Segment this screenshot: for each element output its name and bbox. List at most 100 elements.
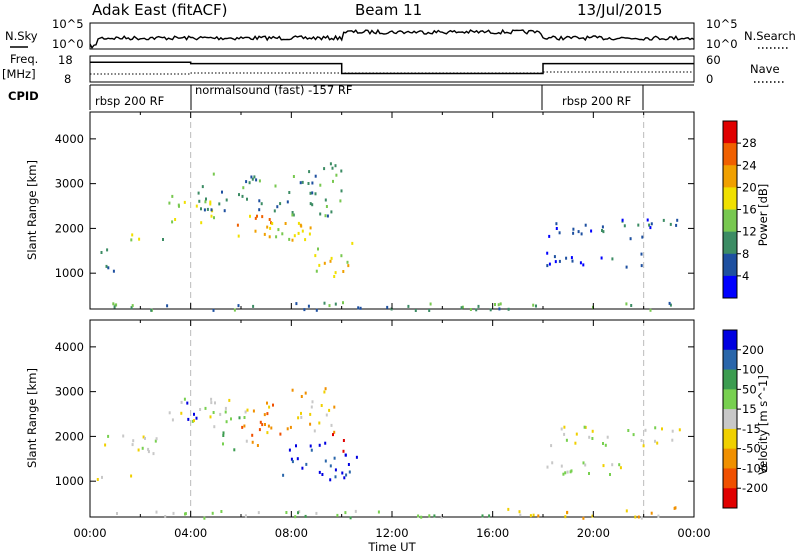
range-gate-cell (251, 433, 254, 437)
range-gate-cell (602, 442, 604, 445)
nsky-trace (89, 28, 695, 49)
range-gate-cell (230, 417, 232, 421)
range-gate-cell (245, 180, 248, 184)
range-gate-cell (334, 475, 337, 479)
range-gate-cell (588, 435, 591, 439)
range-gate-cell (640, 252, 643, 256)
range-gate-cell (268, 218, 271, 221)
range-gate-cell (606, 435, 609, 439)
range-gate-cell (414, 309, 417, 312)
range-gate-cell (256, 444, 259, 447)
range-gate-cell (261, 215, 264, 219)
freq-panel-frame (89, 55, 695, 83)
range-gate-cell (300, 395, 303, 398)
xtick-label: 20:00 (577, 526, 610, 540)
range-gate-cell (273, 209, 276, 213)
range-gate-cell (563, 425, 566, 429)
range-gate-cell (332, 179, 334, 183)
range-gate-cell (172, 511, 175, 515)
noise-panel-frame (89, 22, 695, 50)
range-gate-cell (213, 425, 216, 429)
range-gate-cell (288, 448, 291, 452)
nsky-label: N.Sky (5, 29, 38, 43)
freq-label-line2: [MHz] (2, 67, 36, 81)
range-gate-cell (295, 302, 298, 306)
range-gate-cell (267, 424, 270, 428)
range-gate-cell (266, 225, 269, 229)
range-gate-cell (113, 305, 116, 309)
range-gate-cell (600, 256, 603, 260)
range-gate-cell (305, 462, 308, 466)
range-gate-cell (238, 193, 240, 197)
range-gate-cell (640, 439, 643, 442)
range-gate-cell (193, 412, 195, 416)
range-gate-cell (317, 247, 319, 251)
range-gate-cell (224, 406, 227, 410)
range-gate-cell (203, 516, 206, 520)
range-gate-cell (562, 472, 565, 476)
range-gate-cell (241, 425, 244, 429)
range-gate-cell (298, 510, 301, 514)
range-gate-cell (625, 509, 628, 513)
velocity-panel-frame (89, 319, 695, 518)
range-gate-cell (258, 428, 261, 432)
velocity-colorbar: 200 100 50 15 -15 -50 -100 -200 (722, 329, 768, 509)
range-gate-cell (164, 515, 167, 518)
range-gate-cell (461, 305, 464, 309)
range-gate-cell (105, 264, 108, 268)
range-gate-cell (311, 191, 314, 195)
colorbar-tick-label: 200 (742, 343, 764, 357)
colorbar-swatch (723, 143, 737, 166)
range-gate-cell (346, 260, 349, 264)
range-gate-cell (142, 435, 145, 439)
range-gate-cell (132, 439, 135, 443)
nave-tick-top: 60 (706, 53, 721, 67)
range-gate-cell (579, 261, 582, 265)
range-gate-cell (625, 302, 628, 306)
range-gate-cell (310, 448, 313, 452)
range-gate-cell (560, 427, 563, 431)
range-gate-cell (555, 222, 558, 226)
range-gate-cell (266, 401, 268, 405)
range-gate-cell (254, 216, 257, 220)
range-gate-cell (618, 463, 621, 467)
range-gate-cell (292, 213, 295, 217)
range-gate-cell (330, 256, 333, 260)
range-gate-cell (537, 514, 540, 518)
range-gate-cell (332, 433, 334, 437)
range-gate-cell (558, 231, 561, 235)
range-gate-cell (646, 218, 649, 222)
range-gate-cell (640, 516, 643, 520)
colorbar-swatch (723, 165, 737, 188)
range-gate-cell (130, 474, 133, 478)
range-gate-cell (154, 439, 157, 443)
range-gate-cell (288, 237, 291, 241)
range-gate-cell (220, 510, 223, 513)
range-gate-cell (494, 303, 496, 306)
range-gate-cell (184, 512, 186, 516)
colorbar-tick-label: 28 (742, 136, 757, 150)
range-gate-cell (460, 306, 463, 310)
range-gate-cell (342, 301, 344, 305)
colorbar-swatch (723, 488, 737, 509)
range-gate-cell (565, 438, 568, 442)
range-gate-cell (623, 224, 626, 228)
range-gate-cell (152, 452, 155, 456)
range-gate-cell (101, 475, 103, 479)
range-gate-cell (359, 306, 362, 310)
range-gate-cell (318, 421, 321, 425)
range-gate-cell (429, 302, 432, 306)
range-gate-cell (270, 426, 273, 430)
range-gate-cell (193, 419, 195, 423)
range-gate-cell (315, 269, 318, 273)
range-gate-cell (297, 511, 299, 515)
range-gate-cell (274, 184, 277, 188)
range-gate-cell (107, 434, 110, 438)
colorbar-swatch (723, 209, 737, 233)
range-gate-cell (601, 225, 604, 229)
xtick-label: 00:00 (677, 526, 710, 540)
range-gate-cell (246, 408, 249, 412)
range-gate-cell (548, 262, 551, 266)
range-gate-cell (333, 430, 336, 434)
